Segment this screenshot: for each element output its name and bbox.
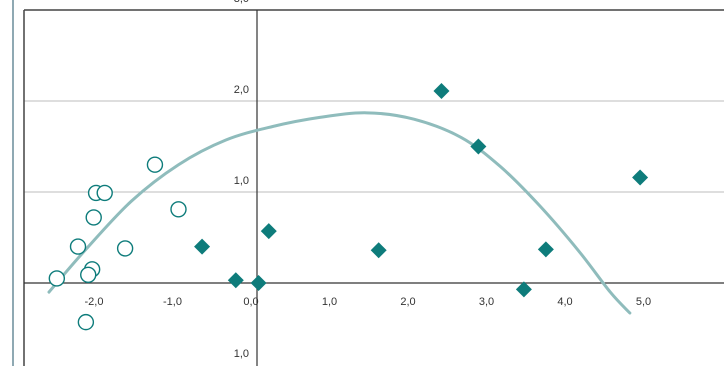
points-layer (48, 82, 649, 331)
tick-label-layer: -2,0 -1,0 0,0 1,0 2,0 3,0 4,0 5,0 3,0 2,0 1,0 1,0 (85, 0, 652, 360)
data-point-diamond (250, 275, 267, 291)
axis-layer (24, 10, 724, 366)
data-point-diamond (260, 223, 277, 240)
x-tick-label: 5,0 (636, 296, 651, 308)
x-tick-label: 2,0 (400, 296, 415, 308)
y-tick-label: 1,0 (234, 348, 249, 360)
data-point-circle (77, 313, 95, 331)
y-tick-label: 3,0 (234, 0, 249, 5)
data-point-diamond (433, 82, 450, 99)
data-point-diamond (632, 169, 649, 186)
data-point-diamond (515, 281, 532, 298)
y-tick-label: 1,0 (234, 175, 249, 187)
x-tick-label: 4,0 (557, 296, 572, 308)
data-point-circle (146, 156, 164, 173)
data-point-diamond (194, 238, 211, 255)
x-tick-label: 3,0 (479, 296, 494, 308)
trend-curve (47, 111, 632, 315)
data-point-circle (85, 209, 102, 226)
data-point-diamond (537, 241, 554, 258)
frame-layer (23, 9, 724, 366)
data-point-circle (80, 266, 97, 284)
trend-curve-layer (47, 111, 632, 315)
data-point-circle (116, 240, 134, 257)
y-tick-label: 2,0 (234, 84, 249, 96)
data-point-diamond (370, 242, 387, 259)
data-point-circle (170, 201, 187, 218)
data-point-circle (69, 238, 87, 255)
grid-layer (24, 100, 724, 193)
x-tick-label: 0,0 (243, 296, 258, 308)
data-point-diamond (227, 272, 244, 289)
data-point-circle (96, 184, 113, 202)
x-tick-label: -1,0 (163, 296, 182, 308)
left-panel-edge (0, 0, 14, 366)
data-point-circle (48, 270, 66, 287)
x-tick-label: -2,0 (85, 296, 104, 308)
data-point-diamond (470, 138, 487, 155)
x-tick-label: 1,0 (322, 296, 337, 308)
